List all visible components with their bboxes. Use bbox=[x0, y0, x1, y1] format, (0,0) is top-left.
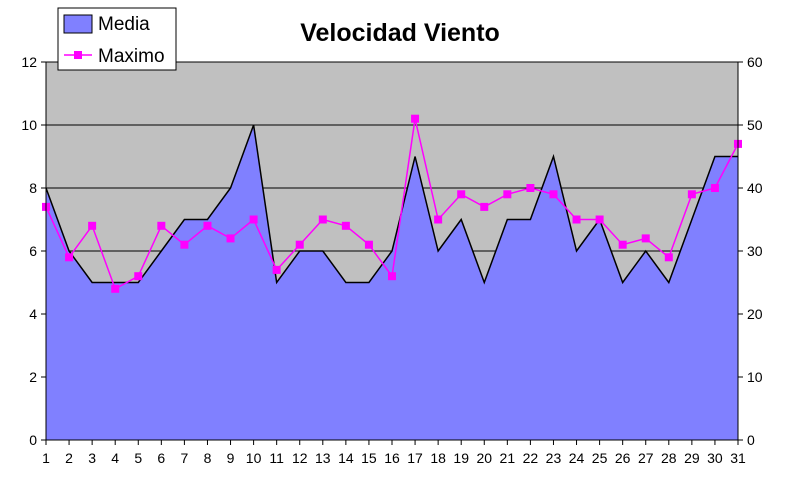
legend-marker-maximo bbox=[74, 51, 82, 59]
maximo-marker bbox=[411, 114, 420, 123]
x-tick-label: 31 bbox=[730, 450, 746, 466]
x-tick-label: 6 bbox=[157, 450, 165, 466]
legend-label-maximo: Maximo bbox=[98, 46, 165, 67]
x-tick-label: 19 bbox=[453, 450, 469, 466]
maximo-marker bbox=[111, 284, 120, 293]
maximo-marker bbox=[65, 253, 74, 262]
x-tick-label: 1 bbox=[42, 450, 50, 466]
x-tick-label: 15 bbox=[361, 450, 377, 466]
x-tick-label: 25 bbox=[592, 450, 608, 466]
maximo-marker bbox=[272, 265, 281, 274]
legend-swatch-media bbox=[63, 14, 93, 34]
maximo-marker bbox=[434, 215, 443, 224]
y-right-tick-label: 50 bbox=[747, 117, 763, 133]
y-left-tick-label: 6 bbox=[29, 243, 37, 259]
maximo-marker bbox=[318, 215, 327, 224]
maximo-marker bbox=[341, 221, 350, 230]
y-left-tick-label: 12 bbox=[21, 54, 37, 70]
maximo-marker bbox=[388, 272, 396, 281]
x-tick-label: 2 bbox=[65, 450, 73, 466]
maximo-marker bbox=[203, 221, 212, 230]
maximo-marker bbox=[503, 190, 512, 199]
media-area-series bbox=[45, 124, 738, 440]
maximo-marker bbox=[157, 221, 166, 230]
y-left-tick-label: 8 bbox=[29, 180, 37, 196]
maximo-marker bbox=[134, 272, 143, 281]
maximo-marker bbox=[526, 184, 535, 192]
legend: Media Maximo bbox=[57, 7, 177, 71]
x-tick-label: 16 bbox=[384, 450, 400, 466]
maximo-marker bbox=[710, 184, 719, 192]
x-tick-label: 5 bbox=[134, 450, 142, 466]
media-area-outline bbox=[45, 124, 738, 285]
y-left-tick-label: 2 bbox=[29, 369, 37, 385]
y-left-tick-label: 10 bbox=[21, 117, 37, 133]
x-tick-label: 23 bbox=[546, 450, 562, 466]
maximo-marker bbox=[687, 190, 696, 199]
x-tick-label: 14 bbox=[338, 450, 354, 466]
maximo-marker bbox=[226, 234, 235, 243]
x-tick-label: 30 bbox=[707, 450, 723, 466]
legend-label-media: Media bbox=[98, 14, 150, 35]
chart-title: Velocidad Viento bbox=[300, 19, 500, 47]
x-tick-label: 21 bbox=[500, 450, 516, 466]
maximo-line-series bbox=[42, 114, 742, 293]
maximo-marker bbox=[618, 240, 627, 249]
x-tick-label: 11 bbox=[269, 450, 284, 466]
maximo-marker bbox=[595, 215, 604, 224]
axes bbox=[41, 61, 743, 445]
maximo-marker bbox=[249, 215, 258, 224]
y-right-tick-label: 0 bbox=[747, 432, 755, 448]
y-left-tick-label: 4 bbox=[29, 306, 37, 322]
x-tick-label: 17 bbox=[407, 450, 423, 466]
maximo-marker bbox=[457, 190, 466, 199]
maximo-marker bbox=[88, 221, 97, 230]
maximo-marker bbox=[180, 240, 189, 249]
y-right-tick-label: 20 bbox=[747, 306, 763, 322]
x-tick-label: 13 bbox=[315, 450, 331, 466]
y-right-tick-label: 10 bbox=[747, 369, 763, 385]
x-tick-label: 28 bbox=[661, 450, 677, 466]
x-tick-label: 9 bbox=[227, 450, 235, 466]
x-tick-label: 20 bbox=[476, 450, 492, 466]
x-tick-label: 3 bbox=[88, 450, 96, 466]
maximo-marker bbox=[549, 190, 558, 199]
maximo-marker bbox=[664, 253, 673, 262]
x-tick-label: 24 bbox=[569, 450, 585, 466]
x-tick-label: 12 bbox=[292, 450, 308, 466]
maximo-marker bbox=[641, 234, 650, 243]
x-tick-label: 8 bbox=[204, 450, 212, 466]
y-right-tick-label: 30 bbox=[747, 243, 763, 259]
x-tick-label: 22 bbox=[523, 450, 539, 466]
x-tick-label: 18 bbox=[430, 450, 446, 466]
maximo-marker bbox=[480, 202, 489, 211]
maximo-marker bbox=[364, 240, 373, 249]
y-right-tick-label: 60 bbox=[747, 54, 763, 70]
y-left-tick-label: 0 bbox=[29, 432, 37, 448]
x-tick-label: 4 bbox=[111, 450, 119, 466]
x-tick-label: 26 bbox=[615, 450, 631, 466]
x-tick-label: 27 bbox=[638, 450, 654, 466]
x-tick-label: 10 bbox=[246, 450, 262, 466]
x-tick-label: 7 bbox=[181, 450, 189, 466]
x-tick-label: 29 bbox=[684, 450, 700, 466]
maximo-marker bbox=[295, 240, 304, 249]
y-right-tick-label: 40 bbox=[747, 180, 763, 196]
maximo-marker bbox=[572, 215, 581, 224]
